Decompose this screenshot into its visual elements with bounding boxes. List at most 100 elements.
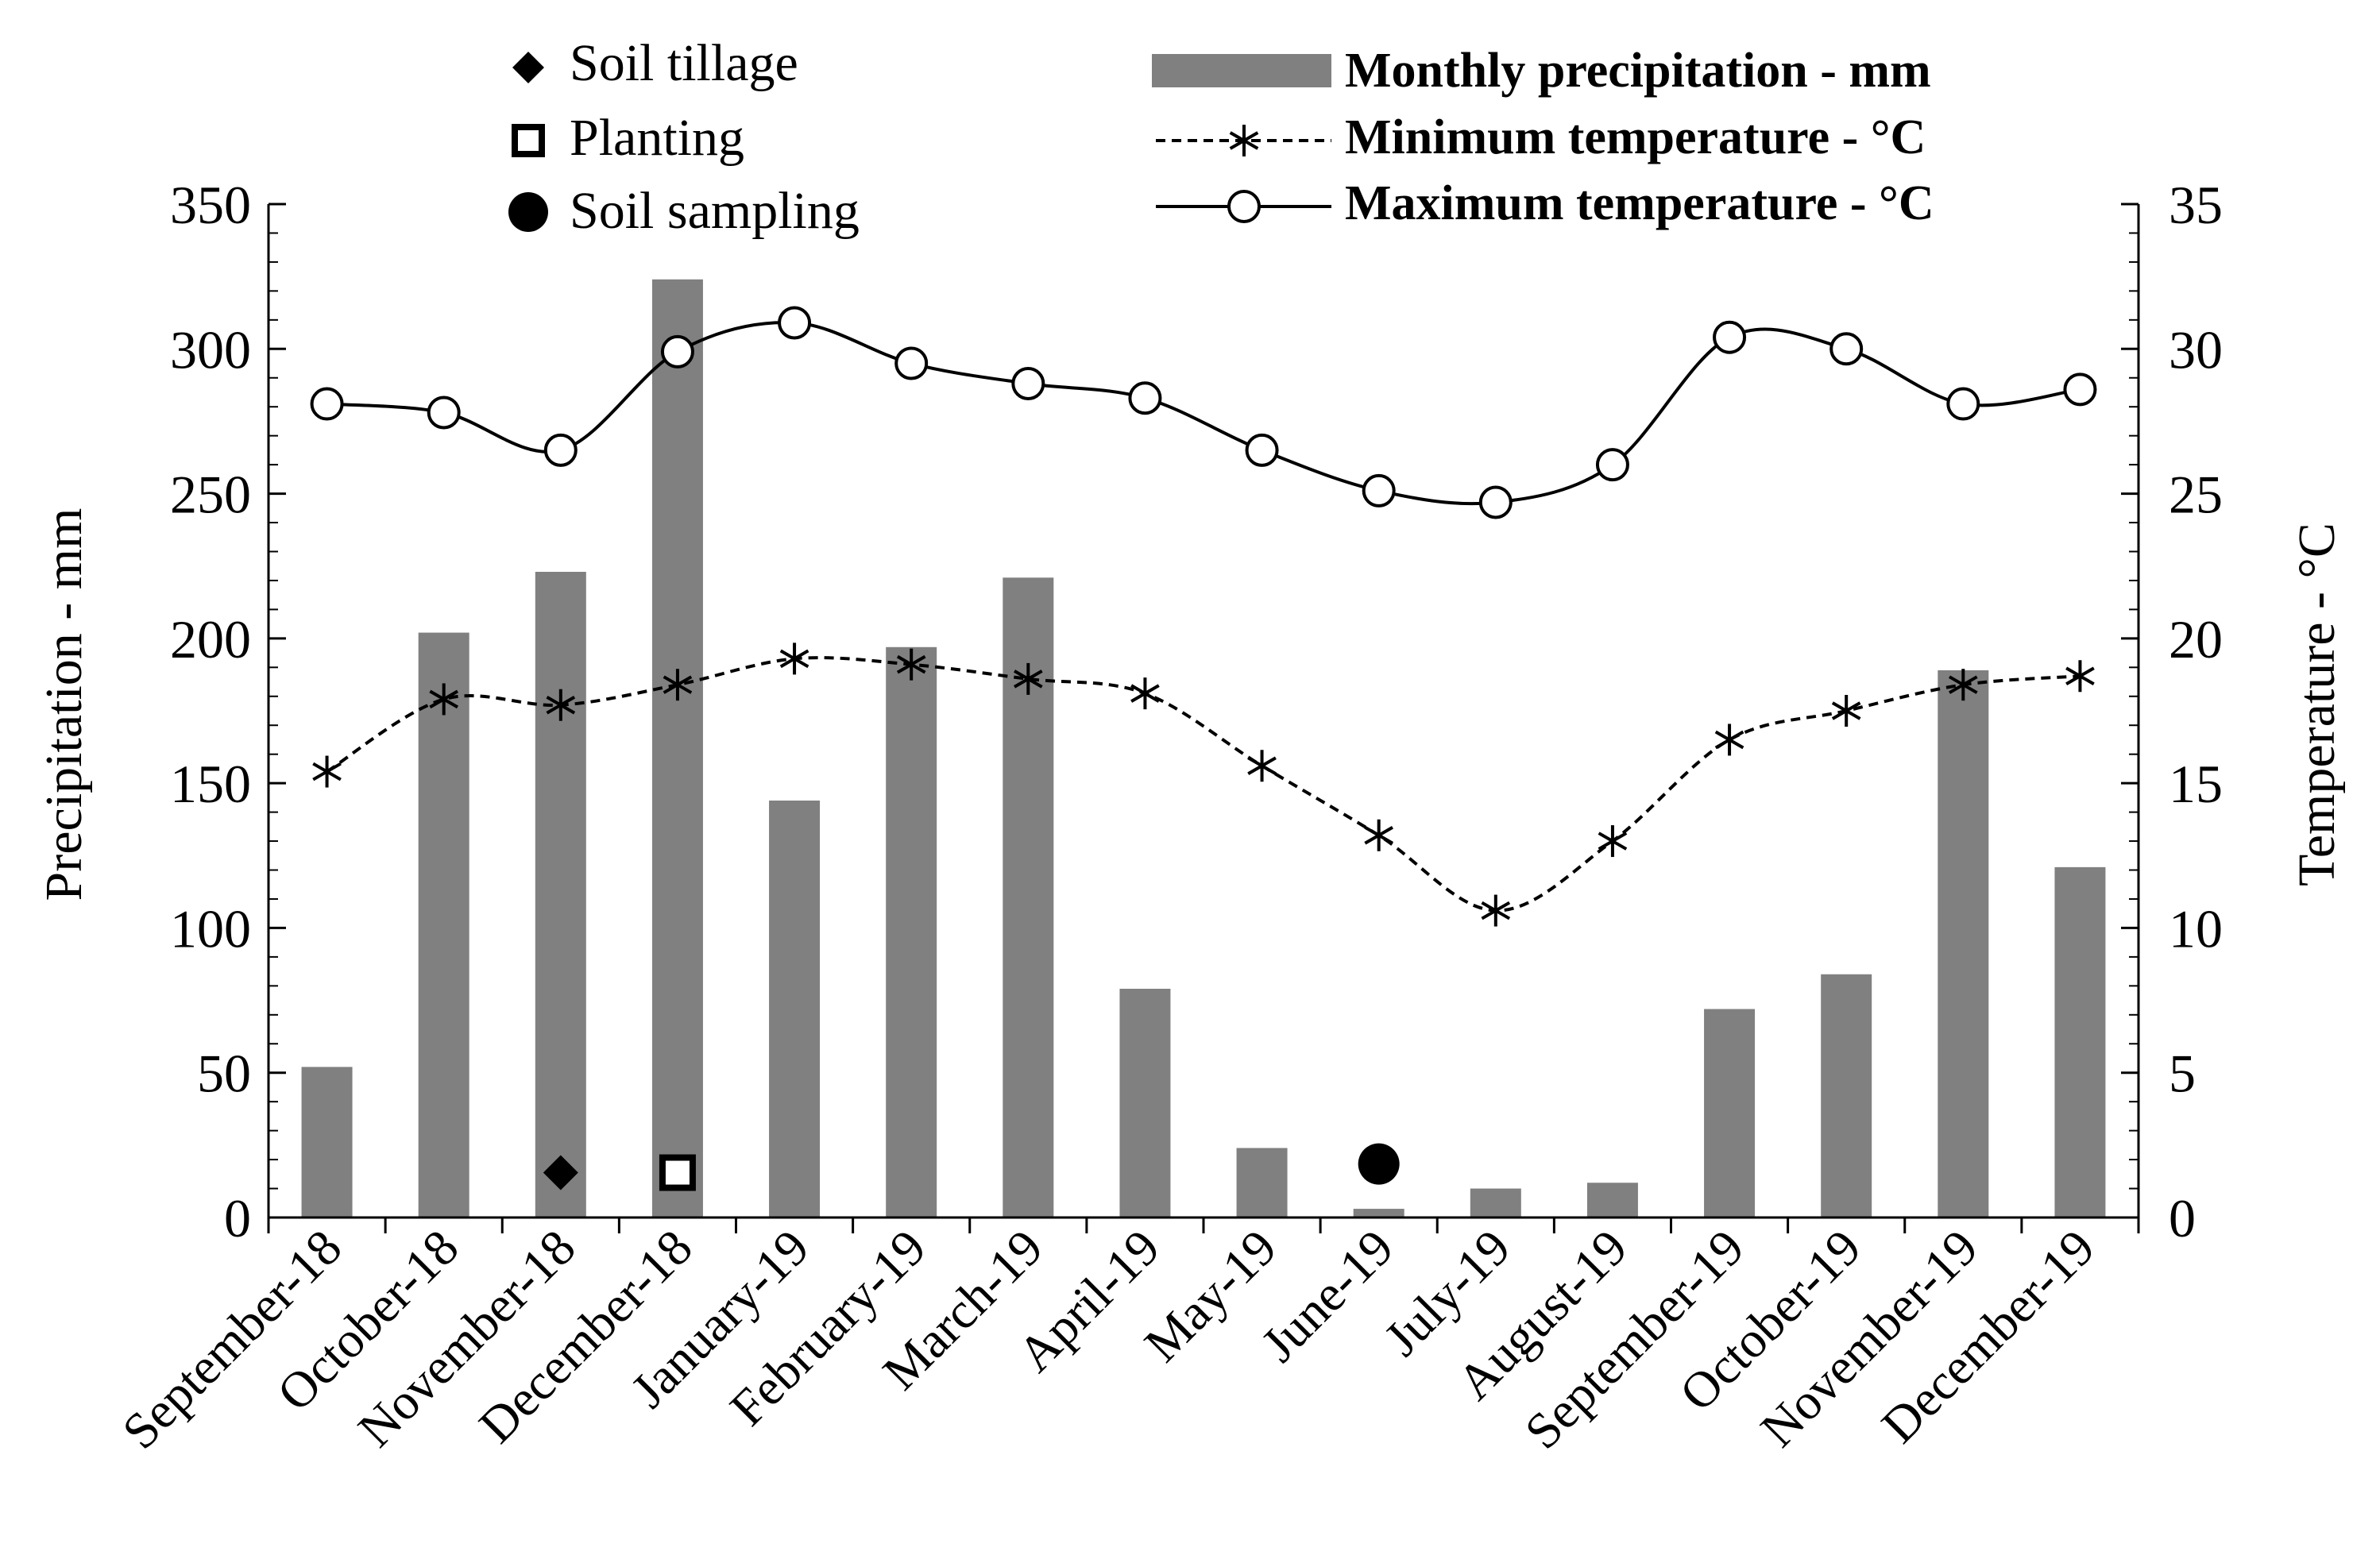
max-temp-point-9: [1362, 473, 1396, 507]
asterisk-stroke: [1229, 131, 1259, 150]
asterisk-stroke: [1714, 730, 1744, 750]
precip-bar-15: [2054, 866, 2106, 1217]
asterisk-stroke: [1013, 670, 1043, 689]
y2-tick-label: 25: [2169, 465, 2223, 525]
max-temp-point-14: [1946, 387, 1980, 421]
legend-label-min-temp: Minimum temperature - °C: [1345, 110, 1926, 164]
max-temp-point-15: [2063, 372, 2097, 407]
precip-bar-8: [1236, 1148, 1288, 1217]
precip-bar-14: [1938, 670, 1989, 1217]
min-temp-point-8: [1247, 750, 1277, 782]
precip-bar-1: [418, 632, 469, 1217]
precip-bar-4: [769, 801, 821, 1217]
min-temp-point-4: [779, 643, 809, 675]
legend: Soil tillage Planting Soil sampling Mont…: [508, 34, 1934, 240]
min-temp-point-5: [896, 648, 926, 681]
legend-symbol-planting: [512, 124, 545, 157]
y2-tick-label: 5: [2169, 1044, 2196, 1104]
precip-bar-11: [1586, 1183, 1638, 1217]
asterisk-stroke: [663, 675, 693, 694]
y-tick-label: 150: [170, 754, 251, 814]
max-temp-point-12: [1713, 320, 1747, 354]
event-marker-soil-sampling: [1358, 1143, 1400, 1185]
max-temp-point-6: [1011, 367, 1045, 401]
min-temp-point-2: [546, 689, 576, 721]
min-temp-point-6: [1013, 662, 1043, 695]
precip-bar-12: [1704, 1009, 1756, 1217]
min-temp-point-3: [663, 669, 693, 701]
precip-bar-10: [1470, 1188, 1521, 1217]
max-temp-point-5: [894, 346, 929, 380]
max-temp-point-3: [660, 334, 694, 369]
asterisk-stroke: [429, 689, 459, 709]
min-temp-point-7: [1130, 677, 1160, 710]
min-temp-point-11: [1598, 825, 1628, 858]
max-temp-point-11: [1595, 448, 1629, 482]
precip-bar-13: [1821, 974, 1872, 1217]
asterisk-stroke: [1364, 826, 1394, 845]
x-tick-label: May-19: [1134, 1219, 1287, 1372]
y-tick-label: 100: [170, 898, 251, 959]
y-axis-label: Precipitation - mm: [35, 508, 93, 901]
y-tick-label: 250: [170, 465, 251, 525]
min-temp-point-1: [429, 683, 459, 716]
y2-tick-label: 15: [2169, 754, 2223, 814]
asterisk-stroke: [896, 654, 926, 674]
y-tick-label: 300: [170, 319, 251, 380]
legend-symbol-precipitation: [1152, 54, 1331, 87]
max-temp-point-1: [427, 396, 461, 430]
precip-bar-5: [886, 646, 937, 1217]
asterisk-stroke: [312, 762, 342, 781]
max-temp-point-8: [1245, 433, 1279, 467]
asterisk-stroke: [1481, 901, 1511, 920]
event-marker-soil-tillage: [543, 1155, 578, 1190]
legend-symbol-max-temp: [1227, 190, 1261, 223]
max-temp-point-13: [1829, 332, 1864, 366]
precip-bar-9: [1353, 1209, 1404, 1217]
y-tick-label: 0: [224, 1188, 251, 1248]
y-tick-label: 200: [170, 609, 251, 670]
asterisk-stroke: [1831, 701, 1861, 720]
precip-bar-2: [535, 572, 586, 1217]
temperature-lines: [310, 306, 2097, 927]
asterisk-stroke: [779, 649, 809, 669]
min-temp-point-12: [1714, 724, 1744, 756]
y2-tick-label: 10: [2169, 898, 2223, 959]
legend-label-soil-tillage: Soil tillage: [570, 34, 798, 92]
asterisk-stroke: [2065, 666, 2095, 685]
max-temp-point-4: [778, 306, 812, 340]
max-temp-point-10: [1478, 485, 1513, 519]
max-temp-line: [326, 321, 2081, 506]
max-temp-point-7: [1128, 381, 1162, 415]
legend-symbol-soil-tillage: [512, 52, 544, 83]
precipitation-bars: [301, 279, 2106, 1217]
y2-tick-label: 30: [2169, 319, 2223, 380]
y-tick-label: 50: [197, 1044, 251, 1104]
y2-tick-label: 35: [2169, 175, 2223, 235]
max-temp-point-0: [310, 387, 344, 421]
legend-label-planting: Planting: [570, 109, 744, 167]
min-temp-point-0: [312, 755, 342, 788]
asterisk-stroke: [1130, 684, 1160, 703]
asterisk-stroke: [1598, 832, 1628, 851]
min-temp-point-9: [1364, 819, 1394, 851]
legend-symbol-soil-sampling: [508, 192, 548, 232]
min-temp-line: [326, 656, 2081, 913]
max-temp-point-2: [543, 433, 578, 467]
asterisk-stroke: [546, 695, 576, 715]
y2-axis-label: Temperature - °C: [2288, 523, 2346, 886]
legend-label-soil-sampling: Soil sampling: [570, 182, 860, 240]
min-temp-point-15: [2065, 660, 2095, 693]
min-temp-point-14: [1948, 669, 1978, 701]
precip-bar-0: [301, 1067, 353, 1217]
asterisk-stroke: [1948, 675, 1978, 694]
legend-symbol-min-temp: [1229, 125, 1259, 156]
legend-label-max-temp: Maximum temperature - °C: [1345, 176, 1934, 230]
asterisk-stroke: [1247, 756, 1277, 776]
min-temp-point-13: [1831, 695, 1861, 727]
axes: [267, 203, 2140, 1233]
x-tick-label: June-19: [1250, 1219, 1404, 1372]
min-temp-point-10: [1481, 894, 1511, 927]
precip-bar-3: [651, 279, 703, 1217]
